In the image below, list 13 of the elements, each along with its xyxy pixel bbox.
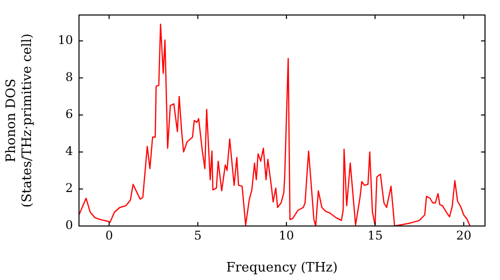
y-axis-title: Phonon DOS (States/THz·primitive cell)	[4, 33, 35, 208]
y-tick-label: 4	[65, 144, 74, 158]
x-tick-label: 15	[367, 228, 383, 242]
x-tick-label: 0	[105, 228, 113, 242]
x-tick-label: 10	[278, 228, 294, 242]
y-tick-label: 0	[65, 218, 73, 232]
x-tick-label: 5	[194, 228, 202, 242]
x-tick-label: 20	[456, 228, 472, 242]
x-axis-title: Frequency (THz)	[226, 260, 338, 276]
y-tick-label: 10	[58, 33, 73, 48]
y-tick-label: 8	[65, 70, 73, 84]
y-tick-label: 2	[65, 181, 73, 196]
y-tick-label: 6	[65, 107, 73, 122]
